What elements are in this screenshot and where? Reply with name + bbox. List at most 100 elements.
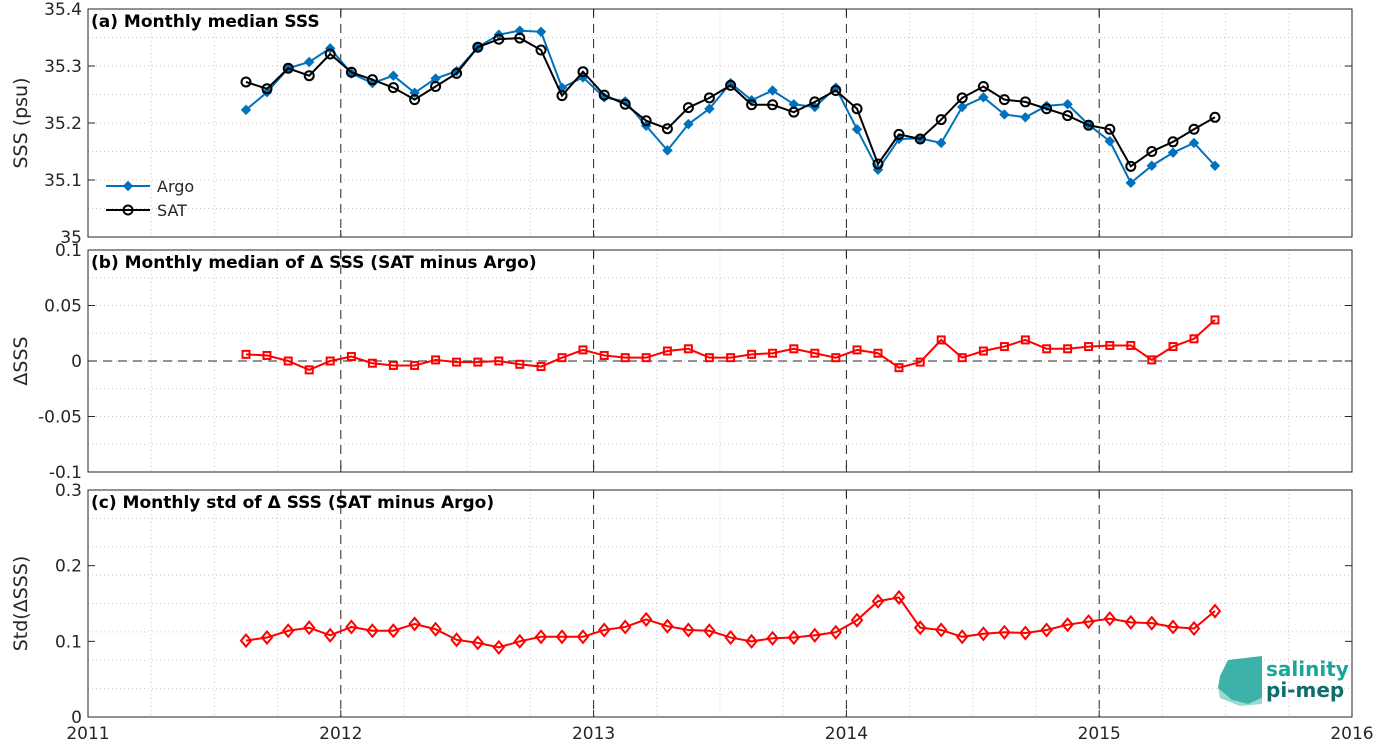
data-point <box>851 124 863 135</box>
axes-frame <box>87 489 1353 718</box>
data-point <box>261 83 273 95</box>
data-point <box>555 629 569 645</box>
data-point <box>871 593 885 609</box>
panel-c: 0 0.1 0.2 0.3 2011 2012 2013 2014 2015 2016 Std(ΔS… <box>10 481 1374 744</box>
logo-line-2: pi-mep <box>1266 678 1344 702</box>
data-point <box>1145 615 1159 631</box>
data-point <box>1062 98 1073 110</box>
data-point <box>239 633 253 649</box>
data-point <box>768 348 778 358</box>
data-point <box>829 624 843 640</box>
data-point <box>304 365 314 375</box>
data-point <box>704 353 714 363</box>
data-point <box>873 348 883 358</box>
data-point <box>683 118 694 130</box>
data-point <box>1104 136 1116 147</box>
data-point <box>409 94 421 106</box>
data-point <box>767 99 779 111</box>
x-tick-label: 2015 <box>1078 724 1121 744</box>
data-point <box>262 350 272 360</box>
data-point <box>1187 620 1201 637</box>
data-point <box>1167 136 1179 148</box>
data-point <box>809 96 821 108</box>
legend-label: SAT <box>157 201 187 220</box>
series-line <box>245 319 1216 371</box>
panel-b: -0.1 -0.05 0 0.05 0.1 ΔSSS (b) Monthly median … <box>10 241 1353 483</box>
data-point <box>599 350 609 360</box>
y-tick-label: 0.3 <box>55 481 82 501</box>
data-point <box>345 619 358 635</box>
data-point <box>894 363 904 373</box>
data-point <box>766 630 779 646</box>
data-point <box>494 356 504 366</box>
data-point <box>1084 342 1094 352</box>
data-point <box>260 629 274 646</box>
salinity-pi-mep-logo: salinity pi-mep <box>1218 656 1349 706</box>
data-point <box>556 90 568 102</box>
series-argo <box>240 25 1221 189</box>
panel-a: 35 35.1 35.2 35.3 35.4 SSS (psu) (a) Monthly m… <box>10 0 1353 248</box>
data-point <box>788 98 800 110</box>
data-point <box>367 358 377 368</box>
data-point <box>1146 146 1158 157</box>
data-point <box>282 62 294 74</box>
data-point <box>514 25 525 36</box>
panel-title: (b) Monthly median of Δ SSS (SAT minus A… <box>91 253 537 273</box>
x-tick-label: 2013 <box>572 724 615 744</box>
data-point <box>1104 123 1116 135</box>
data-point <box>850 612 864 628</box>
data-point <box>515 359 525 369</box>
panel-title: (c) Monthly std of Δ SSS (SAT minus Argo… <box>91 493 494 513</box>
data-point <box>577 66 589 78</box>
y-axis-label: SSS (psu) <box>10 77 32 168</box>
y-tick-label: 35.2 <box>44 114 82 134</box>
data-point <box>1166 619 1180 635</box>
data-point <box>618 619 632 635</box>
data-point <box>1083 119 1095 131</box>
data-point <box>535 44 547 56</box>
data-point <box>935 114 947 126</box>
data-point <box>640 115 652 127</box>
data-point <box>1208 603 1222 619</box>
data-point <box>998 94 1010 106</box>
data-point <box>1103 611 1117 627</box>
y-tick-label: 35.4 <box>44 0 82 20</box>
data-point <box>473 357 483 367</box>
data-point <box>1167 147 1179 158</box>
data-point <box>619 98 631 110</box>
data-point <box>999 342 1009 352</box>
data-point <box>914 133 926 145</box>
legend-marker <box>122 204 134 216</box>
data-point <box>977 626 990 642</box>
data-point <box>557 353 567 363</box>
logo-wave-icon <box>1218 656 1262 704</box>
data-point <box>747 349 757 359</box>
x-tick-label: 2012 <box>319 724 362 744</box>
data-point <box>1146 160 1157 171</box>
y-tick-label: -0.05 <box>38 408 82 428</box>
data-point <box>430 73 441 84</box>
data-point <box>1125 160 1137 172</box>
series-line <box>245 596 1216 649</box>
y-axis-label: Std(ΔSSS) <box>10 556 32 652</box>
data-point <box>1124 614 1138 630</box>
data-point <box>808 627 822 643</box>
data-point <box>471 635 485 651</box>
data-point <box>852 345 862 355</box>
logo-wave-shade <box>1218 688 1262 706</box>
series-delta <box>241 315 1220 375</box>
data-point <box>872 158 884 170</box>
data-point <box>703 92 715 104</box>
data-point <box>323 627 337 643</box>
data-point <box>534 629 548 645</box>
series-line <box>245 37 1216 168</box>
data-point <box>1209 160 1221 171</box>
data-point <box>662 346 672 356</box>
data-point <box>429 621 442 637</box>
data-point <box>662 145 673 156</box>
data-point <box>493 33 505 45</box>
data-point <box>324 48 336 60</box>
data-point <box>240 76 252 88</box>
data-point <box>261 87 273 98</box>
